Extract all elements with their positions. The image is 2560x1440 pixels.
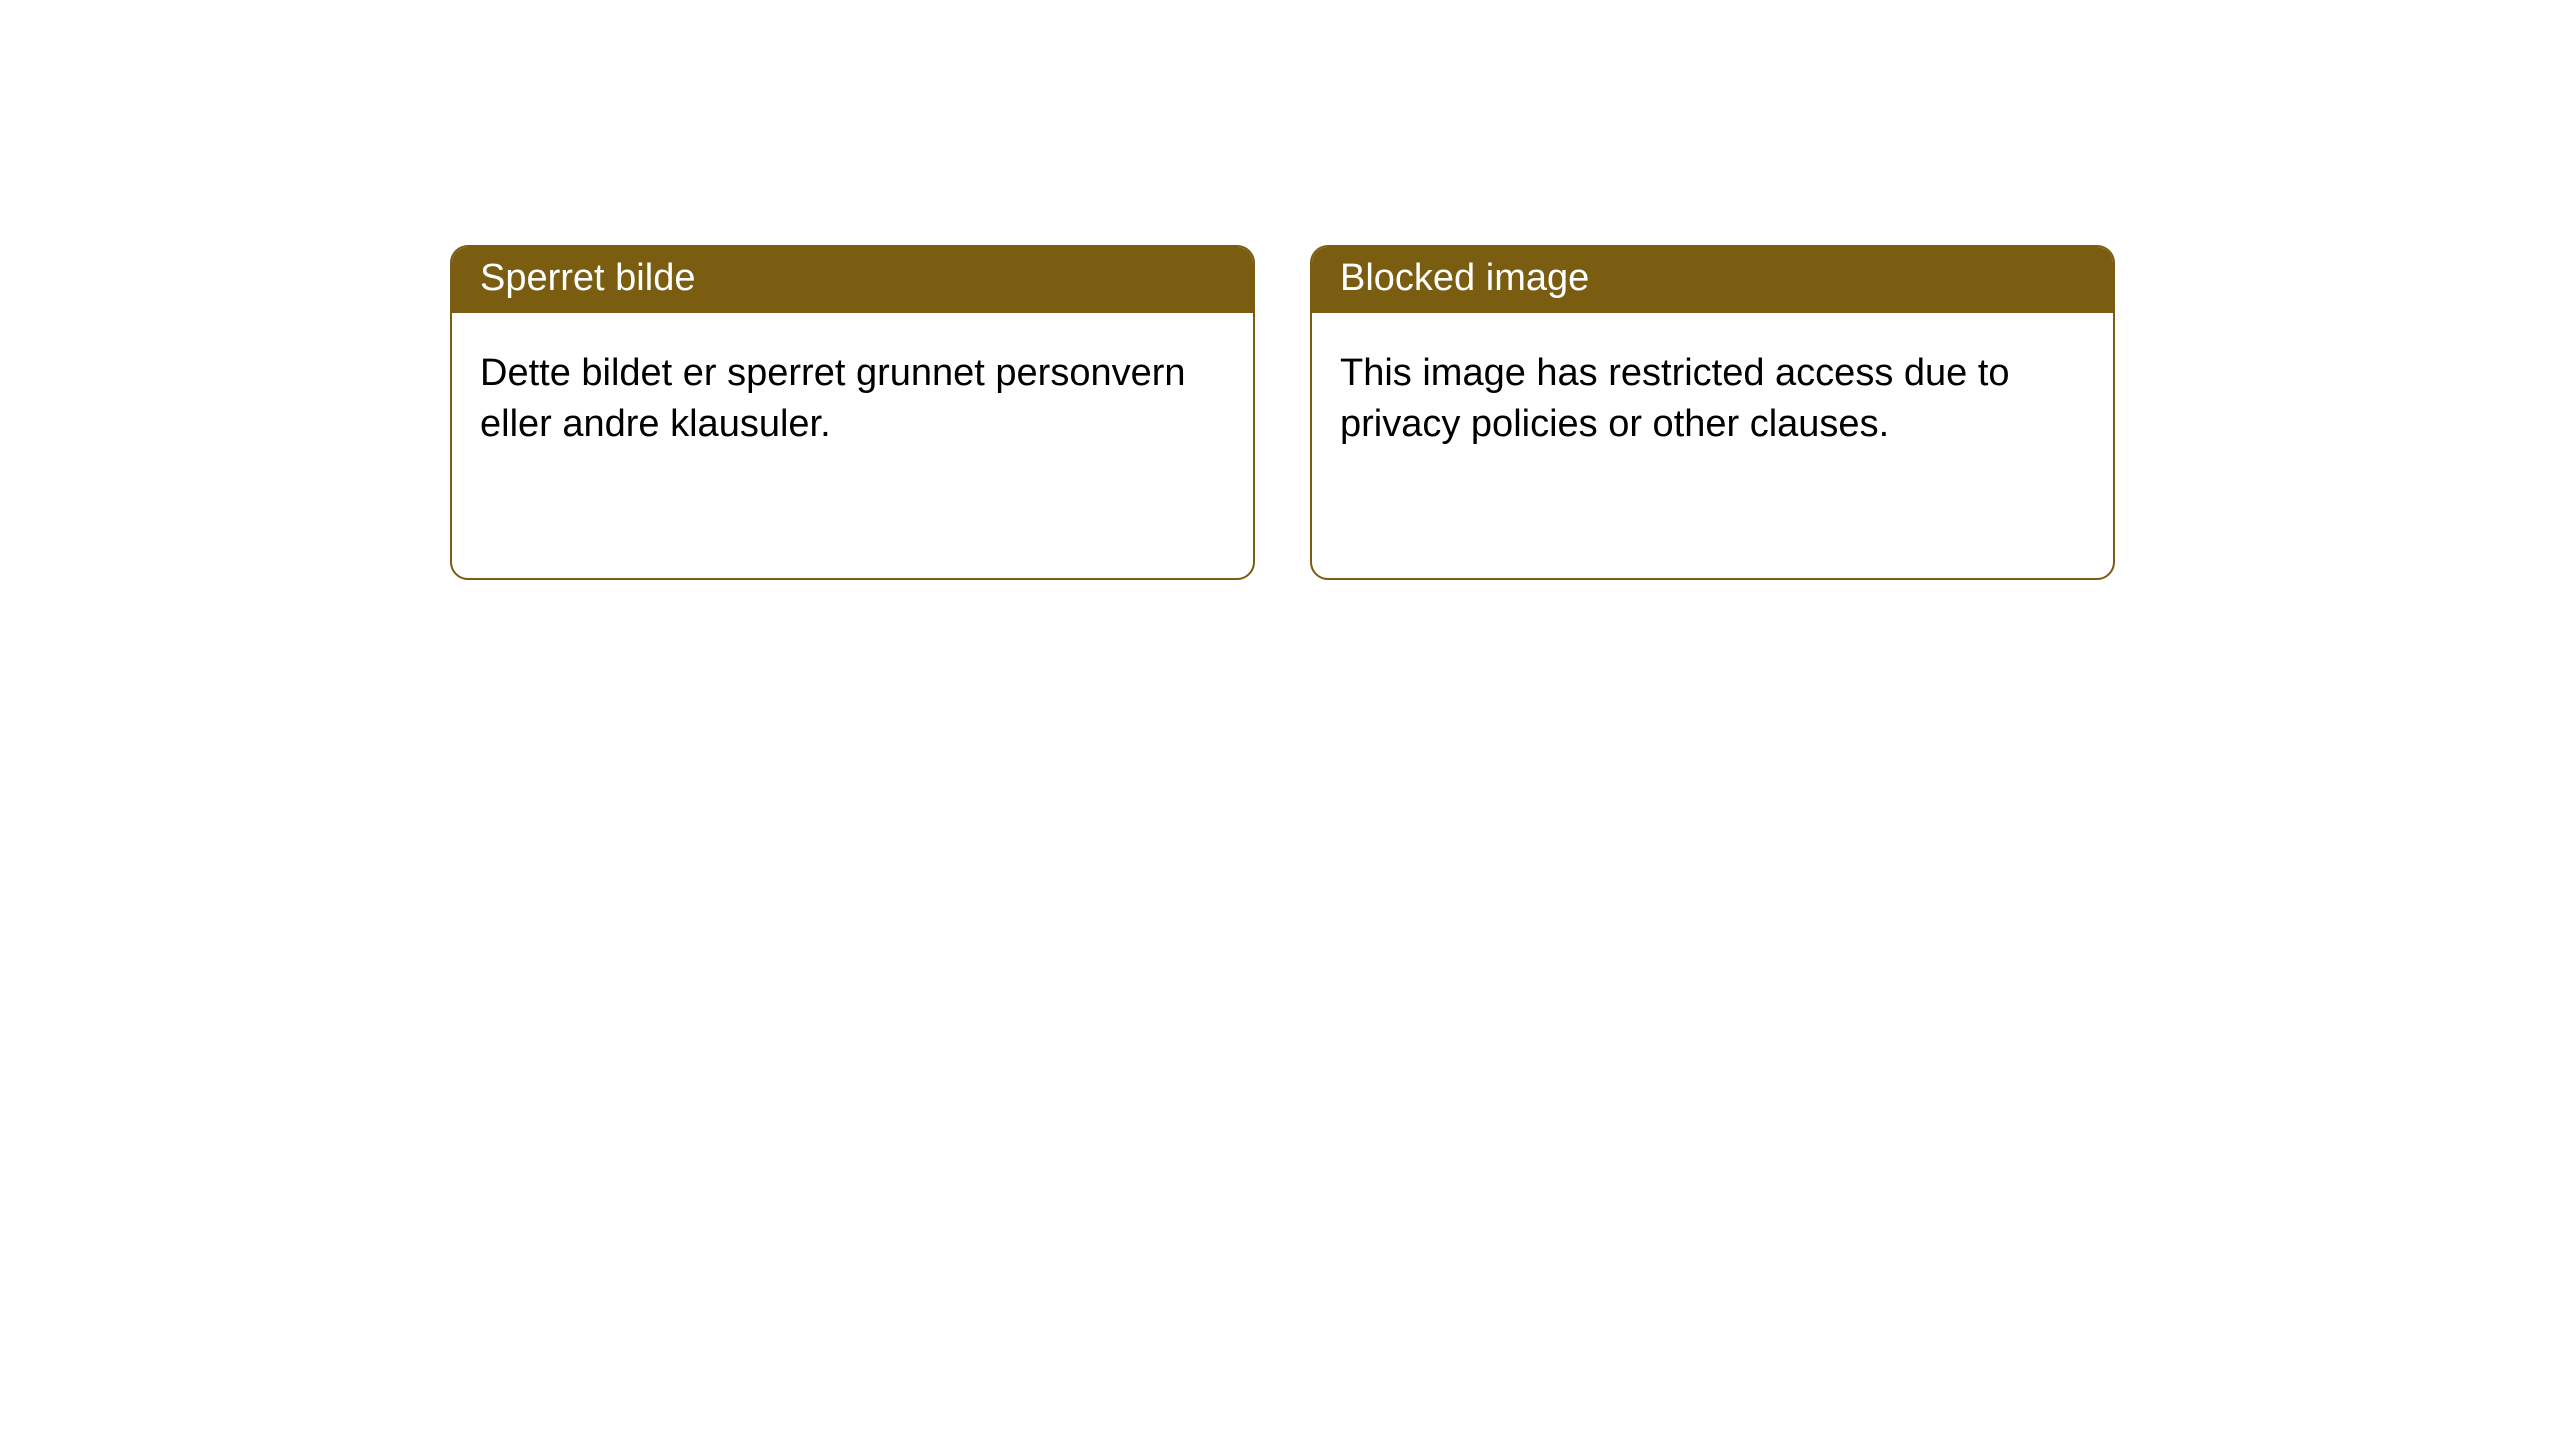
- notice-container: Sperret bilde Dette bildet er sperret gr…: [0, 0, 2560, 580]
- notice-card-title: Sperret bilde: [452, 247, 1253, 313]
- notice-card-body: This image has restricted access due to …: [1312, 313, 2113, 486]
- notice-card-title: Blocked image: [1312, 247, 2113, 313]
- notice-card-body: Dette bildet er sperret grunnet personve…: [452, 313, 1253, 486]
- notice-card-english: Blocked image This image has restricted …: [1310, 245, 2115, 580]
- notice-card-norwegian: Sperret bilde Dette bildet er sperret gr…: [450, 245, 1255, 580]
